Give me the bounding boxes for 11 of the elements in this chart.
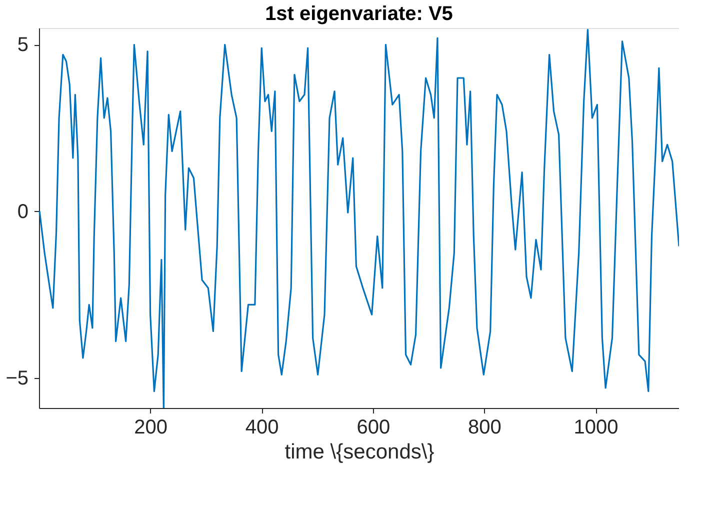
x-tick-label: 400 xyxy=(245,416,279,438)
y-tick-label: 0 xyxy=(17,200,28,223)
x-tick-label: 200 xyxy=(134,416,168,438)
x-tick-label: 800 xyxy=(468,416,502,438)
x-tick-label: 1000 xyxy=(574,416,618,438)
chart-title: 1st eigenvariate: V5 xyxy=(265,3,453,25)
y-tick-label: −5 xyxy=(6,368,28,390)
line-series xyxy=(39,28,679,408)
y-tick-label: 5 xyxy=(17,34,28,56)
x-tick-label: 600 xyxy=(356,416,390,438)
x-axis-title: time \{seconds\} xyxy=(284,440,434,464)
